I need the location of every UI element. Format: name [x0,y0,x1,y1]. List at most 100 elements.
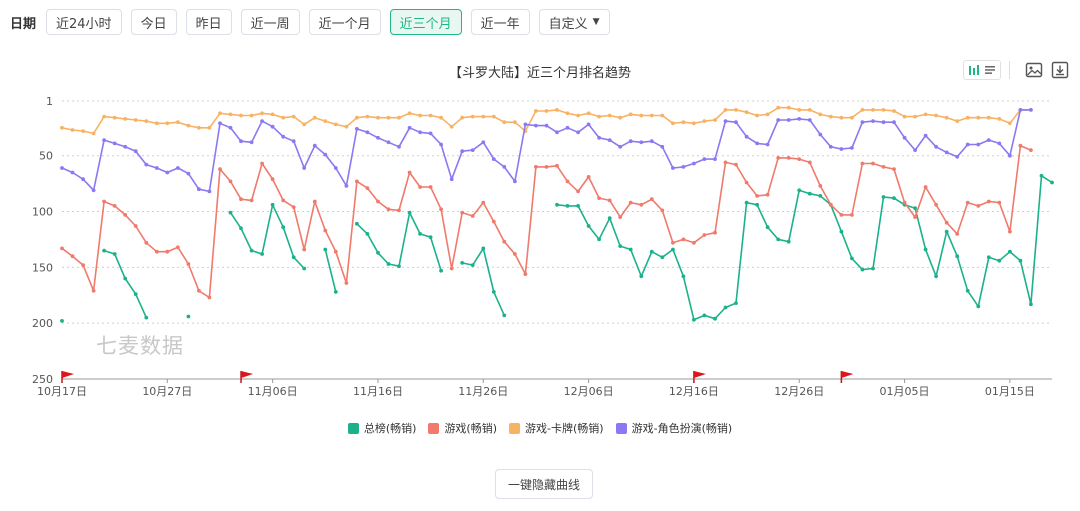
data-point [965,115,970,120]
date-filter-button-2[interactable]: 昨日 [185,9,232,35]
data-point [628,139,633,144]
data-point [744,200,749,205]
data-point [871,119,875,123]
data-point [376,135,380,140]
data-point [407,111,412,116]
date-filter-button-label: 自定义 [548,16,588,32]
x-tick-label: 10月17日 [37,385,87,398]
watermark-text: 七麦数据 [96,334,184,358]
data-point [239,113,243,118]
data-point [428,185,433,189]
data-point [702,313,707,318]
data-point [260,161,264,166]
data-point [818,112,823,117]
data-point [628,112,633,117]
data-point [228,179,233,184]
data-point [881,108,886,112]
date-filter-button-label: 今日 [140,16,167,32]
data-point [755,194,759,198]
download-icon[interactable] [1050,60,1070,80]
data-point [565,204,570,208]
data-point [892,196,896,201]
data-point [491,157,496,162]
data-point [923,133,928,138]
data-point [923,112,928,117]
date-filter-button-label: 近一个月 [318,16,371,32]
data-point [249,198,254,203]
data-point [165,121,170,126]
data-point [270,202,275,207]
data-point [207,295,212,300]
data-point [81,263,85,267]
data-point [470,114,475,119]
y-tick-label: 100 [32,206,53,219]
date-filter-button-6[interactable]: 近一年 [470,9,530,35]
data-point [734,108,738,112]
data-point [881,195,886,199]
flag-icon[interactable] [840,371,854,383]
data-point [123,117,128,121]
series-line [103,249,148,318]
legend-item[interactable]: 游戏(畅销) [428,420,497,436]
data-point [144,162,149,167]
x-tick-label: 12月06日 [564,385,614,398]
data-point [470,263,475,267]
data-point [239,226,243,231]
data-point [797,157,802,162]
data-point [797,188,802,193]
data-point [249,140,254,145]
legend-item[interactable]: 总榜(畅销) [347,420,416,436]
date-filter-button-0[interactable]: 近24小时 [46,9,122,35]
legend-item[interactable]: 游戏-卡牌(畅销) [509,420,604,436]
data-point [723,305,728,310]
data-point [1029,302,1033,307]
series-line [324,249,337,293]
date-filter-button-3[interactable]: 近一周 [240,9,300,35]
date-filter-button-1[interactable]: 今日 [130,9,177,35]
data-point [734,301,738,305]
image-icon[interactable] [1024,60,1044,80]
hide-all-curves-button[interactable]: 一键隐藏曲线 [495,469,593,499]
bar-chart-icon[interactable] [966,62,982,78]
data-point [965,288,970,293]
date-filter-button-5[interactable]: 近三个月 [389,9,462,35]
data-point [407,125,412,130]
data-point [871,108,875,112]
data-point [491,290,496,294]
data-point [913,215,917,220]
date-filter-button-4[interactable]: 近一个月 [308,9,381,35]
data-point [597,237,601,242]
data-point [481,200,486,205]
data-point [744,110,749,115]
data-point [576,189,580,194]
flag-icon[interactable] [61,371,74,383]
data-point [270,112,275,117]
list-icon[interactable] [982,62,998,78]
data-point [860,267,865,272]
data-point [576,204,580,208]
data-point [154,249,159,254]
flag-icon[interactable] [693,371,706,383]
data-point [755,113,759,118]
data-point [881,165,886,169]
data-point [671,240,675,245]
data-point [660,144,665,149]
data-point [102,114,106,119]
legend-swatch [615,422,627,434]
data-point [902,114,907,119]
data-point [344,184,349,188]
data-point [513,179,517,184]
data-point [513,120,517,125]
data-point [923,185,928,189]
flag-icon[interactable] [240,371,254,383]
x-tick-label: 12月16日 [669,385,719,398]
data-point [807,108,812,112]
data-point [607,113,612,118]
data-point [797,108,802,112]
date-filter-button-7[interactable]: 自定义 ▼ [538,9,610,35]
data-point [418,130,422,135]
legend-item[interactable]: 游戏-角色扮演(畅销) [615,420,732,436]
data-point [386,207,391,212]
date-filter-label: 日期 [10,16,37,32]
series-line [229,204,305,270]
